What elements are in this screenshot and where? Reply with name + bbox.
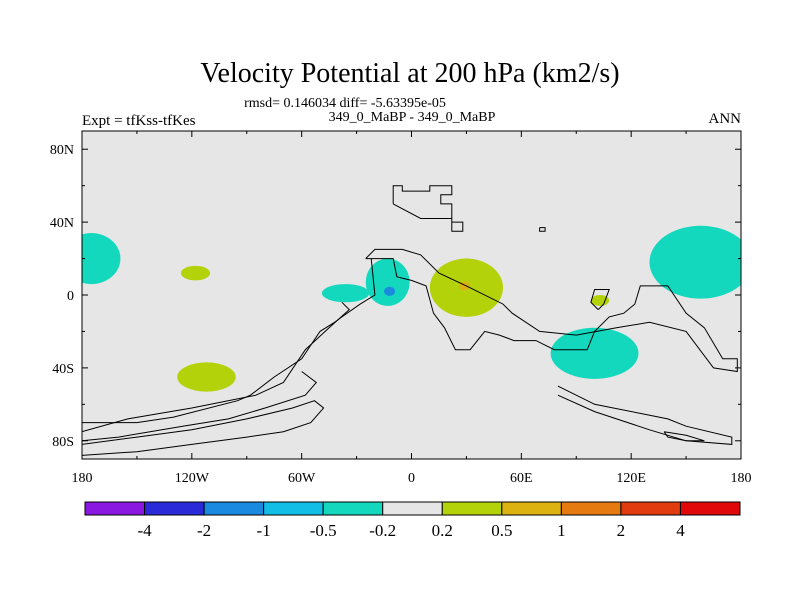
land-outline-9 bbox=[663, 431, 705, 442]
land-outline-3 bbox=[365, 248, 738, 373]
anomaly-region-9 bbox=[590, 295, 610, 306]
colorbar-label-8: 1 bbox=[557, 521, 566, 540]
colorbar-swatch-3 bbox=[203, 501, 265, 516]
map-background bbox=[82, 131, 741, 459]
anomaly-region-10 bbox=[550, 327, 639, 379]
colorbar-label-7: 0.5 bbox=[491, 521, 512, 540]
land-outline-5 bbox=[82, 301, 351, 433]
colorbar-label-4: -0.5 bbox=[310, 521, 337, 540]
anomaly-region-4 bbox=[321, 284, 370, 303]
x-tick-label-1: 180 bbox=[72, 471, 93, 486]
colorbar-swatch-8 bbox=[501, 501, 562, 516]
colorbar-label-6: 0.2 bbox=[432, 521, 453, 540]
colorbar-swatch-10 bbox=[620, 501, 681, 516]
y-tick-label-1: 80N bbox=[50, 143, 74, 158]
colorbar-swatch-7 bbox=[441, 501, 503, 516]
land-outline-4 bbox=[82, 258, 376, 424]
land-outline-1 bbox=[392, 185, 464, 232]
anomaly-region-5 bbox=[365, 258, 410, 306]
y-tick-label-4: 40S bbox=[52, 362, 74, 377]
x-tick-label-5: 60E bbox=[510, 471, 533, 486]
colorbar-label-1: -4 bbox=[137, 521, 152, 540]
colorbar-label-10: 4 bbox=[676, 521, 685, 540]
colorbar-label-2: -2 bbox=[197, 521, 211, 540]
anomaly-region-11 bbox=[649, 225, 741, 299]
chart-title: Velocity Potential at 200 hPa (km2/s) bbox=[200, 58, 619, 89]
stats-line: rmsd= 0.146034 diff= -5.63395e-05 bbox=[244, 96, 446, 111]
colorbar-swatch-5 bbox=[322, 501, 384, 516]
colorbar-swatch-1 bbox=[84, 501, 146, 516]
y-tick-label-5: 80S bbox=[52, 435, 74, 450]
y-tick-label-2: 40N bbox=[50, 216, 74, 231]
y-tick-label-3: 0 bbox=[67, 289, 74, 304]
anomaly-region-1 bbox=[82, 233, 121, 285]
anomaly-region-3 bbox=[177, 362, 236, 392]
colorbar-swatch-9 bbox=[560, 501, 622, 516]
anomaly-region-8 bbox=[459, 281, 471, 291]
anomaly-region-2 bbox=[180, 265, 211, 281]
colorbar-label-3: -1 bbox=[257, 521, 271, 540]
land-outline-7 bbox=[82, 400, 325, 456]
colorbar-label-5: -0.2 bbox=[369, 521, 396, 540]
land-outline-2 bbox=[539, 227, 546, 232]
anomaly-region-6 bbox=[384, 286, 396, 296]
colorbar-swatch-6 bbox=[382, 501, 443, 516]
x-tick-label-6: 120E bbox=[616, 471, 646, 486]
land-outline-8 bbox=[557, 385, 733, 445]
x-tick-label-7: 180 bbox=[731, 471, 752, 486]
colorbar-swatch-4 bbox=[263, 501, 324, 516]
colorbar: -4 -2 -1 -0.5 -0.2 0.2 0.5 1 2 4 bbox=[84, 501, 741, 540]
x-tick-label-2: 120W bbox=[175, 471, 210, 486]
experiment-label: Expt = tfKss-tfKes bbox=[82, 113, 196, 129]
land-outline-6 bbox=[82, 371, 318, 442]
map-panel: 180 120W 60W 0 60E 120E 180 80N 40N 0 40S 80S bbox=[50, 130, 752, 486]
x-tick-label-4: 0 bbox=[408, 471, 415, 486]
x-tick-label-3: 60W bbox=[288, 471, 316, 486]
land-outline-10 bbox=[590, 289, 610, 310]
colorbar-swatch-2 bbox=[144, 501, 205, 516]
case-label: 349_0_MaBP - 349_0_MaBP bbox=[329, 110, 496, 125]
colorbar-swatch-11 bbox=[679, 501, 741, 516]
colorbar-label-9: 2 bbox=[617, 521, 626, 540]
season-label: ANN bbox=[709, 111, 742, 127]
